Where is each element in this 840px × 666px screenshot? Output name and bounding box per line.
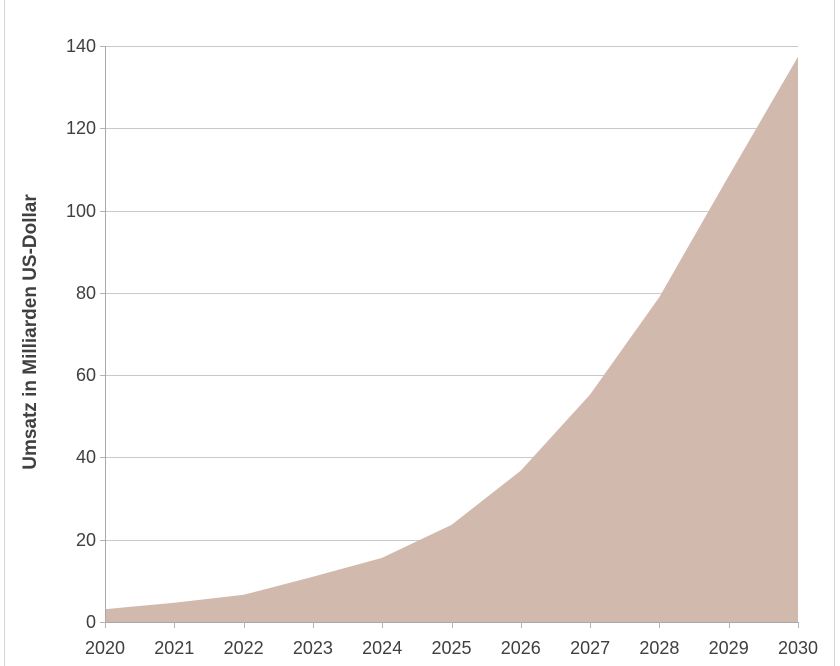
x-tick-2023 xyxy=(312,622,314,628)
area-series xyxy=(105,56,798,622)
y-tick-label-140: 140 xyxy=(65,36,96,56)
y-tick-label-60: 60 xyxy=(75,365,96,386)
y-tick-120 xyxy=(100,128,105,130)
y-tick-100 xyxy=(100,210,105,212)
x-tick-label-2030: 2030 xyxy=(777,638,819,658)
y-tick-label-0: 0 xyxy=(85,612,96,632)
y-tick-label-40: 40 xyxy=(75,447,96,468)
x-tick-label-2025: 2025 xyxy=(431,638,472,658)
x-tick-2029 xyxy=(728,622,730,628)
x-tick-label-2027: 2027 xyxy=(570,638,611,658)
x-tick-2030 xyxy=(798,622,799,628)
y-tick-0 xyxy=(100,622,105,623)
x-tick-label-2022: 2022 xyxy=(223,638,264,658)
x-tick-label-2024: 2024 xyxy=(362,638,403,658)
gridline-140 xyxy=(105,46,798,47)
left-frame-line xyxy=(4,0,5,666)
revenue-area xyxy=(105,56,798,622)
gridline-100 xyxy=(105,210,798,212)
y-tick-40 xyxy=(100,457,105,459)
y-axis-line xyxy=(105,46,106,628)
y-axis-title: Umsatz in Milliarden US-Dollar xyxy=(20,194,41,470)
y-tick-60 xyxy=(100,375,105,377)
x-tick-label-2021: 2021 xyxy=(154,638,195,658)
y-tick-140 xyxy=(100,46,105,47)
x-tick-label-2026: 2026 xyxy=(500,638,541,658)
y-tick-20 xyxy=(100,539,105,541)
x-tick-2026 xyxy=(520,622,522,628)
x-tick-2028 xyxy=(659,622,661,628)
y-tick-label-120: 120 xyxy=(65,118,96,139)
gridline-120 xyxy=(105,128,798,130)
gridline-60 xyxy=(105,375,798,377)
x-tick-2022 xyxy=(243,622,245,628)
plot-area xyxy=(100,46,799,628)
x-tick-2027 xyxy=(590,622,592,628)
right-frame-line xyxy=(834,0,835,666)
x-tick-2020 xyxy=(105,622,106,628)
y-tick-label-80: 80 xyxy=(75,282,96,303)
y-tick-label-20: 20 xyxy=(75,529,96,550)
x-tick-2025 xyxy=(451,622,453,628)
x-tick-2024 xyxy=(382,622,384,628)
x-tick-2021 xyxy=(174,622,176,628)
y-tick-label-100: 100 xyxy=(65,200,96,221)
x-tick-label-2028: 2028 xyxy=(639,638,680,658)
x-tick-label-2029: 2029 xyxy=(708,638,749,658)
gridline-80 xyxy=(105,292,798,294)
y-tick-80 xyxy=(100,292,105,294)
x-tick-label-2020: 2020 xyxy=(84,638,126,658)
x-tick-label-2023: 2023 xyxy=(292,638,333,658)
gridline-40 xyxy=(105,457,798,459)
